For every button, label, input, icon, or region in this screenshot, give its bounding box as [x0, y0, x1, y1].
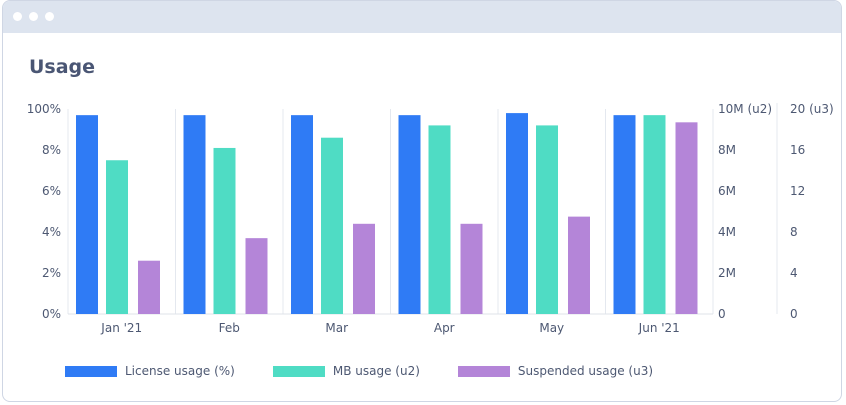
legend-label-suspended: Suspended usage (u3) — [517, 364, 654, 378]
bar-suspended — [568, 216, 590, 314]
legend-swatch-license — [65, 365, 117, 377]
y-tick-right-u2: 4M — [718, 225, 736, 239]
legend-item-license[interactable]: License usage (%) — [65, 364, 235, 378]
x-tick-label: May — [539, 321, 564, 335]
legend-label-license: License usage (%) — [125, 364, 235, 378]
window-control-dot[interactable] — [13, 12, 22, 21]
y-tick-right-u2: 8M — [718, 143, 736, 157]
legend-item-mb[interactable]: MB usage (u2) — [272, 364, 420, 378]
bar-suspended — [675, 122, 698, 314]
bar-mb — [428, 125, 451, 315]
y-tick-right-u2: 2M — [718, 266, 736, 280]
bar-license — [506, 113, 528, 314]
y-tick-right-u3: 8 — [790, 225, 798, 239]
y-tick-right-u3: 12 — [790, 184, 805, 198]
legend-swatch-suspended — [457, 365, 510, 377]
bar-suspended — [353, 223, 375, 314]
y-tick-left: 4% — [42, 225, 61, 239]
bar-suspended — [138, 260, 160, 314]
card-title: Usage — [29, 56, 96, 78]
legend-item-suspended[interactable]: Suspended usage (u3) — [457, 364, 654, 378]
x-tick-label: Feb — [219, 321, 240, 335]
bar-suspended — [245, 238, 268, 314]
bar-license — [76, 115, 98, 315]
y-tick-left: 2% — [42, 266, 61, 280]
bar-mb — [643, 115, 666, 315]
bar-mb — [106, 160, 128, 314]
y-tick-right-u3: 4 — [790, 266, 798, 280]
legend-swatch-mb — [272, 365, 325, 377]
y-tick-right-u2: 10M (u2) — [718, 102, 772, 116]
window-control-dot[interactable] — [45, 12, 54, 21]
y-tick-right-u3: 0 — [790, 307, 798, 321]
bar-license — [183, 115, 206, 315]
y-tick-left: 6% — [42, 184, 61, 198]
bar-mb — [213, 147, 236, 314]
x-tick-label: Jan '21 — [100, 321, 142, 335]
window-control-dot[interactable] — [29, 12, 38, 21]
chart-legend: License usage (%) MB usage (u2) Suspende… — [65, 364, 691, 378]
y-tick-left: 100% — [27, 102, 61, 116]
x-tick-label: Jun '21 — [638, 321, 680, 335]
y-tick-right-u3: 16 — [790, 143, 805, 157]
legend-label-mb: MB usage (u2) — [332, 364, 420, 378]
bar-license — [398, 115, 421, 315]
y-tick-left: 0% — [42, 307, 61, 321]
x-tick-label: Mar — [325, 321, 348, 335]
bar-license — [613, 115, 636, 315]
y-tick-right-u3: 20 (u3) — [790, 102, 834, 116]
bar-suspended — [460, 223, 483, 314]
y-tick-right-u2: 0 — [718, 307, 726, 321]
bar-mb — [321, 137, 343, 314]
bar-mb — [536, 125, 558, 315]
x-tick-label: Apr — [434, 321, 455, 335]
y-tick-left: 8% — [42, 143, 61, 157]
y-tick-right-u2: 6M — [718, 184, 736, 198]
window-titlebar — [3, 1, 841, 33]
bar-license — [291, 115, 313, 315]
